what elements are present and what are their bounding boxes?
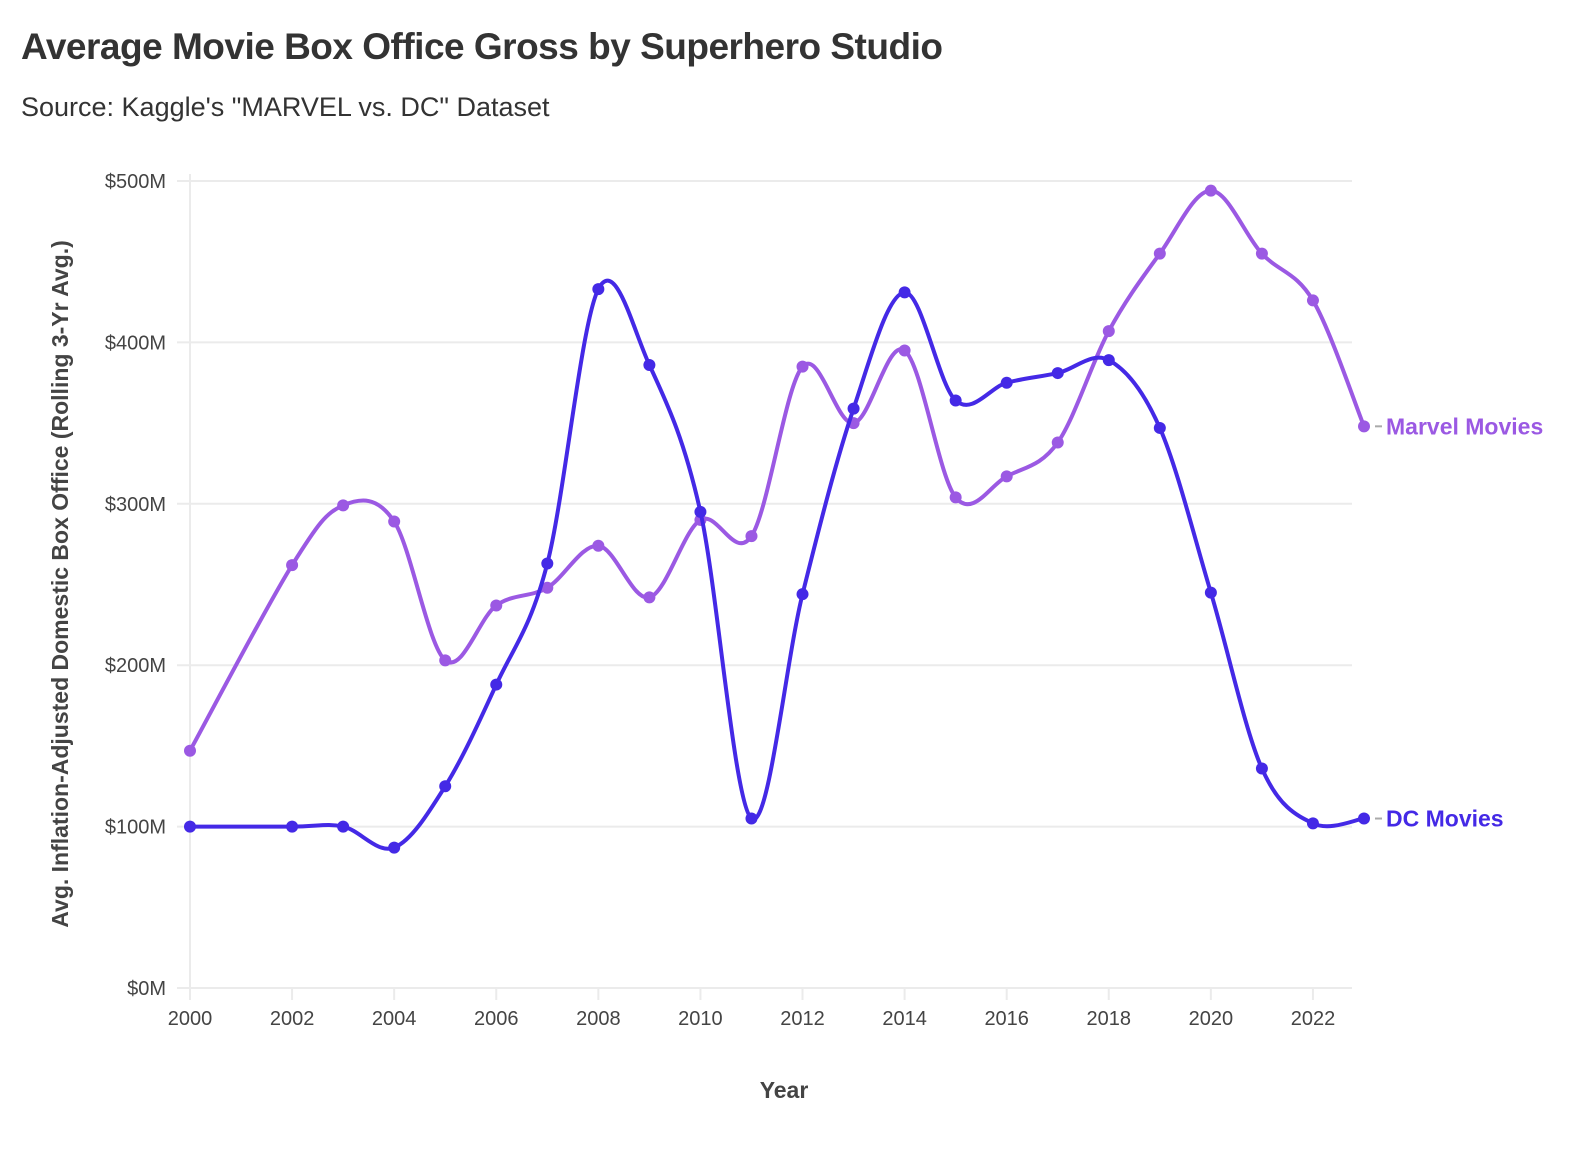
data-point[interactable] <box>184 820 196 833</box>
y-tick-label: $300M <box>105 494 166 516</box>
data-point[interactable] <box>1255 762 1268 775</box>
data-point[interactable] <box>745 812 758 825</box>
data-point[interactable] <box>286 559 299 572</box>
data-point[interactable] <box>796 360 809 373</box>
data-point[interactable] <box>949 491 962 504</box>
data-point[interactable] <box>541 581 554 594</box>
data-point[interactable] <box>898 286 911 299</box>
data-point[interactable] <box>1358 812 1370 825</box>
y-grid <box>177 174 1352 998</box>
data-point[interactable] <box>490 678 503 691</box>
x-tick-label: 2010 <box>678 1008 723 1030</box>
series-line <box>188 278 1366 851</box>
x-tick-label: 2012 <box>780 1008 825 1030</box>
data-point[interactable] <box>847 402 860 415</box>
data-point[interactable] <box>1306 817 1319 830</box>
x-tick-label: 2020 <box>1189 1008 1234 1030</box>
data-point[interactable] <box>337 820 350 833</box>
data-point[interactable] <box>949 394 962 407</box>
data-point[interactable] <box>1306 294 1319 307</box>
data-point[interactable] <box>1358 420 1370 433</box>
data-point[interactable] <box>439 654 452 667</box>
x-tick-label: 2004 <box>372 1008 417 1030</box>
x-tick-label: 2014 <box>882 1008 927 1030</box>
data-point[interactable] <box>388 841 401 854</box>
y-tick-label: $100M <box>105 817 166 839</box>
data-point[interactable] <box>694 505 707 518</box>
data-point[interactable] <box>541 557 554 570</box>
x-tick-label: 2016 <box>984 1008 1029 1030</box>
x-axis: 2000 2002 2004 2006 2008 2010 2012 2014 2016 2018… <box>168 988 1335 1030</box>
data-point[interactable] <box>898 344 911 357</box>
x-axis-title: Year <box>760 1077 809 1103</box>
series-line <box>188 188 1366 753</box>
data-point[interactable] <box>592 283 605 296</box>
data-point[interactable] <box>1051 367 1064 380</box>
y-tick-label: $400M <box>105 332 166 354</box>
data-point[interactable] <box>1204 586 1217 599</box>
data-point[interactable] <box>286 820 299 833</box>
data-point[interactable] <box>184 744 196 757</box>
data-point[interactable] <box>643 358 656 371</box>
y-tick-label: $500M <box>105 171 166 193</box>
x-tick-label: 2008 <box>576 1008 621 1030</box>
chart-title: Average Movie Box Office Gross by Superh… <box>21 26 943 67</box>
series-dc-movies: DC Movies <box>184 278 1504 854</box>
data-point[interactable] <box>490 599 503 612</box>
x-tick-label: 2002 <box>270 1008 315 1030</box>
series-marvel-movies: Marvel Movies <box>184 184 1543 757</box>
data-point[interactable] <box>745 530 758 543</box>
data-point[interactable] <box>1102 354 1115 367</box>
chart-subtitle: Source: Kaggle's "MARVEL vs. DC" Dataset <box>21 92 550 122</box>
data-point[interactable] <box>439 780 452 793</box>
data-point[interactable] <box>1153 247 1166 260</box>
x-tick-label: 2018 <box>1087 1008 1132 1030</box>
y-axis-title: Avg. Inflation-Adjusted Domestic Box Off… <box>47 240 73 927</box>
data-point[interactable] <box>1255 247 1268 260</box>
data-point[interactable] <box>1051 436 1064 449</box>
y-tick-label: $200M <box>105 655 166 677</box>
data-point[interactable] <box>1204 184 1217 197</box>
x-tick-label: 2006 <box>474 1008 519 1030</box>
series-layer: Marvel Movies DC Movies <box>184 184 1543 854</box>
data-point[interactable] <box>643 591 656 604</box>
x-tick-label: 2000 <box>168 1008 213 1030</box>
y-tick-label: $0M <box>127 978 166 1000</box>
x-tick-label: 2022 <box>1291 1008 1336 1030</box>
data-point[interactable] <box>388 515 401 528</box>
data-point[interactable] <box>1000 376 1013 389</box>
series-label: DC Movies <box>1386 806 1504 832</box>
data-point[interactable] <box>1153 421 1166 434</box>
y-axis: $0M $100M $200M $300M $400M $500M <box>105 171 166 1000</box>
data-point[interactable] <box>337 499 350 512</box>
series-label: Marvel Movies <box>1386 413 1543 439</box>
data-point[interactable] <box>592 539 605 552</box>
data-point[interactable] <box>1000 470 1013 483</box>
data-point[interactable] <box>796 588 809 601</box>
data-point[interactable] <box>1102 325 1115 338</box>
